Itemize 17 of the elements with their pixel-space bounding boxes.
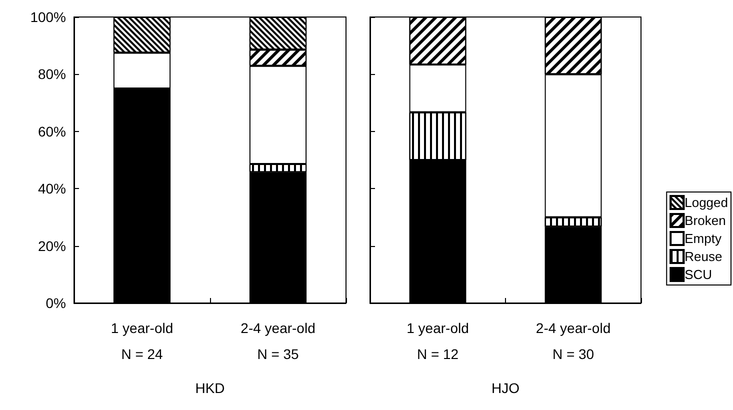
- x-axis-title: HJO: [492, 380, 520, 396]
- y-tick-label: 100%: [30, 9, 66, 25]
- legend-label: Logged: [684, 195, 728, 210]
- x-axis-title: HKD: [195, 380, 225, 396]
- x-tick-label: 2-4 year-old N = 35: [240, 320, 316, 362]
- y-tick-label: 40%: [38, 180, 66, 197]
- legend-label: SCU: [684, 267, 712, 282]
- y-tick-label: 0%: [46, 295, 66, 311]
- legend-label: Broken: [684, 213, 726, 228]
- legend-label: Empty: [684, 231, 722, 246]
- x-tick-label: 1 year-old N = 24: [110, 320, 174, 362]
- y-tick-label: 20%: [38, 238, 66, 254]
- y-tick-label: 60%: [38, 123, 66, 140]
- legend-label: Reuse: [684, 249, 722, 264]
- y-tick-label: 80%: [38, 66, 66, 82]
- x-tick-label: 2-4 year-old N = 30: [536, 320, 611, 362]
- x-tick-label: 1 year-old N = 12: [406, 320, 469, 362]
